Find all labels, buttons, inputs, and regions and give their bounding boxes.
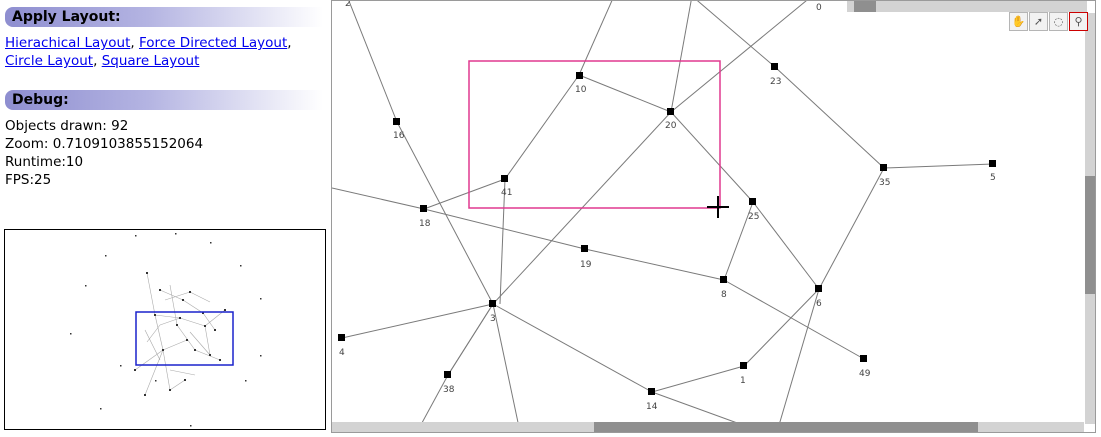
node-label: 23 [770,77,781,87]
apply-layout-header: Apply Layout: [5,7,323,27]
zoom-icon[interactable]: ⚲ [1069,12,1088,31]
runtime-text: Runtime:10 [5,154,84,170]
pan-hand-icon[interactable]: ✋ [1009,12,1028,31]
top-scrollbar-thumb[interactable] [854,1,876,12]
graph-nodes [338,63,996,395]
graph-node[interactable] [581,245,588,252]
minimap-viewport-box[interactable] [135,311,234,366]
node-label: 10 [575,85,587,95]
select-region-icon[interactable]: ◌ [1049,12,1068,31]
link-separator: , [287,35,292,51]
node-label: 18 [419,219,431,229]
graph-edges [332,1,994,432]
node-label: 25 [748,212,759,222]
minimap-graph [70,233,262,427]
node-labels: 10 20 23 16 41 18 19 25 35 5 8 6 3 4 49 … [339,1,996,412]
debug-info: Objects drawn: 92 Zoom: 0.71091038551520… [5,117,203,189]
graph-node[interactable] [880,164,887,171]
minimap[interactable] [4,229,326,430]
zoom-text: Zoom: 0.7109103855152064 [5,136,204,152]
graph-node[interactable] [648,388,655,395]
graph-node[interactable] [749,198,756,205]
graph-node[interactable] [720,276,727,283]
horizontal-scrollbar-thumb[interactable] [594,422,978,432]
node-label: 4 [339,348,345,358]
node-label: 38 [443,385,455,395]
node-label: 49 [859,369,871,379]
debug-header: Debug: [5,90,323,110]
layout-links: Hierachical Layout, Force Directed Layou… [5,34,325,70]
crosshair-cursor-icon [707,196,729,218]
graph-canvas[interactable]: 10 20 23 16 41 18 19 25 35 5 8 6 3 4 49 … [331,0,1096,433]
node-label: 5 [990,173,996,183]
node-label: 3 [490,314,496,324]
objects-drawn-text: Objects drawn: 92 [5,118,129,134]
graph-node[interactable] [667,108,674,115]
graph-node[interactable] [815,285,822,292]
apply-layout-title: Apply Layout: [12,9,121,25]
graph-node[interactable] [393,118,400,125]
node-label: 6 [816,299,822,309]
node-label: 2 [345,1,351,9]
link-separator: , [130,35,135,51]
link-separator: , [93,53,98,69]
fps-text: FPS:25 [5,172,52,188]
graph-node[interactable] [489,300,496,307]
graph-node[interactable] [338,334,345,341]
circle-layout-link[interactable]: Circle Layout [5,53,94,69]
debug-title: Debug: [12,92,69,108]
hierarchical-layout-link[interactable]: Hierachical Layout [5,35,131,51]
horizontal-scrollbar[interactable] [332,422,1084,432]
node-label: 1 [740,376,746,386]
graph-node[interactable] [444,371,451,378]
graph-node[interactable] [860,355,867,362]
node-label: 41 [501,188,512,198]
graph-svg: 10 20 23 16 41 18 19 25 35 5 8 6 3 4 49 … [332,1,996,432]
vertical-scrollbar-thumb[interactable] [1085,176,1095,294]
graph-node[interactable] [576,72,583,79]
graph-node[interactable] [771,63,778,70]
node-label: 16 [393,131,405,141]
node-label: 8 [721,290,727,300]
node-label: 0 [816,3,822,13]
selection-rectangle[interactable] [468,60,721,209]
node-label: 20 [665,121,677,131]
square-layout-link[interactable]: Square Layout [101,53,200,69]
vertical-scrollbar[interactable] [1085,13,1095,424]
graph-node[interactable] [501,175,508,182]
node-label: 35 [879,178,890,188]
graph-node[interactable] [420,205,427,212]
graph-toolbar: ✋ ➚ ◌ ⚲ [1009,12,1089,32]
select-arrow-icon[interactable]: ➚ [1029,12,1048,31]
graph-node[interactable] [989,160,996,167]
graph-node[interactable] [740,362,747,369]
node-label: 14 [646,402,658,412]
force-directed-layout-link[interactable]: Force Directed Layout [138,35,288,51]
node-label: 19 [580,260,592,270]
top-scrollbar[interactable] [847,1,1087,12]
